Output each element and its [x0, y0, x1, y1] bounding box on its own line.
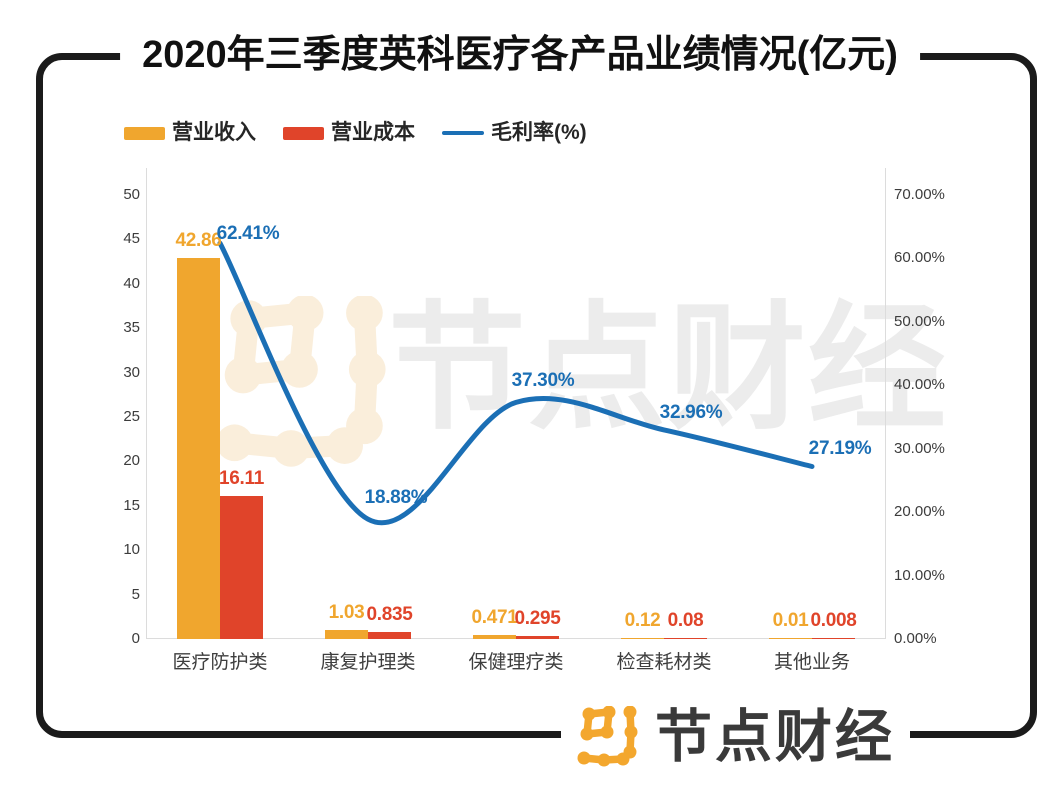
right-axis-tick-label: 70.00% [894, 186, 945, 203]
category-label: 医疗防护类 [172, 652, 268, 673]
category-label: 检查耗材类 [616, 652, 712, 673]
right-axis-tick-label: 10.00% [894, 566, 945, 584]
legend: 营业收入 营业成本 毛利率(%) [124, 122, 587, 144]
legend-label-cost: 营业成本 [331, 121, 415, 144]
revenue-bar [325, 629, 368, 639]
left-axis-tick-label: 50 [123, 186, 140, 203]
revenue-bar [769, 638, 812, 639]
line-value-label: 32.96% [659, 401, 723, 423]
bar-value-label: 0.01 [772, 610, 809, 631]
left-axis-tick-label: 45 [123, 230, 140, 248]
revenue-bar [473, 634, 516, 639]
left-axis-tick-label: 5 [131, 585, 140, 603]
category-label: 康复护理类 [320, 652, 416, 673]
cost-swatch-icon [283, 126, 324, 140]
footer-brand-text: 节点财经 [655, 705, 895, 769]
line-value-label: 27.19% [808, 437, 872, 459]
right-axis-tick-label: 30.00% [894, 439, 945, 457]
chart-title: 2020年三季度英科医疗各产品业绩情况(亿元) [120, 32, 920, 78]
revenue-bar [177, 258, 220, 639]
legend-label-revenue: 营业收入 [172, 121, 256, 144]
cost-bar [664, 638, 707, 639]
left-axis-tick-label: 35 [123, 319, 140, 337]
legend-label-margin: 毛利率(%) [491, 121, 587, 144]
bar-value-label: 0.835 [366, 603, 413, 625]
line-value-label: 62.41% [216, 223, 280, 245]
footer-brand: 节点财经 [561, 702, 910, 772]
bar-value-label: 0.008 [810, 610, 857, 631]
right-axis-tick-label: 0.00% [894, 630, 937, 647]
revenue-swatch-icon [124, 126, 165, 140]
legend-item-margin: 毛利率(%) [442, 122, 587, 144]
bar-value-label: 0.08 [667, 610, 704, 631]
left-axis-tick-label: 40 [123, 274, 140, 292]
bar-value-label: 0.471 [471, 606, 518, 628]
cost-bar [812, 638, 855, 639]
legend-item-cost: 营业成本 [283, 122, 415, 144]
left-axis-tick-label: 15 [123, 496, 140, 514]
jiedian-caijing-logo-icon [577, 706, 638, 767]
left-axis-tick-label: 30 [123, 363, 140, 381]
category-label: 其他业务 [773, 652, 850, 673]
bar-value-label: 0.12 [624, 609, 661, 631]
left-axis-tick-label: 25 [123, 408, 140, 425]
cost-bar [368, 631, 411, 639]
bar-value-label: 42.86 [175, 230, 222, 252]
left-axis-tick-label: 0 [131, 630, 140, 647]
margin-line-swatch-icon [442, 131, 484, 135]
cost-bar [516, 636, 559, 639]
right-axis-tick-label: 20.00% [894, 503, 945, 521]
right-axis-tick-label: 60.00% [894, 249, 945, 267]
line-value-label: 37.30% [511, 370, 575, 392]
line-value-label: 18.88% [364, 487, 428, 509]
cost-bar [220, 495, 263, 639]
left-axis-tick-label: 10 [123, 541, 140, 559]
right-axis-tick-label: 50.00% [894, 312, 945, 330]
bar-value-label: 16.11 [219, 467, 264, 489]
left-axis-tick-label: 20 [123, 452, 140, 470]
bar-value-label: 0.295 [514, 608, 561, 630]
legend-item-revenue: 营业收入 [124, 122, 256, 144]
bar-value-label: 1.03 [328, 601, 365, 623]
revenue-bar [621, 637, 664, 639]
category-label: 保健理疗类 [468, 652, 564, 673]
right-axis-tick-label: 40.00% [894, 376, 945, 394]
